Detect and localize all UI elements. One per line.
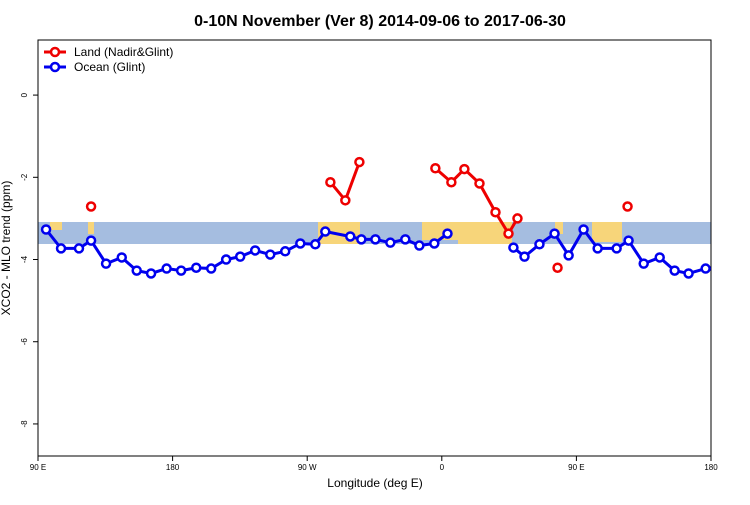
legend-marker (49, 46, 61, 58)
data-point (340, 195, 351, 206)
x-tick-label: 90 E (568, 463, 584, 472)
data-point (611, 243, 622, 254)
data-point (414, 240, 425, 251)
y-tick-label: -2 (20, 173, 29, 181)
data-point (325, 176, 336, 188)
data-point (205, 263, 217, 274)
data-point (73, 243, 85, 254)
data-point (700, 263, 711, 274)
data-point (446, 176, 457, 188)
data-point (234, 251, 246, 262)
y-axis-label: XCO2 - MLO trend (ppm) (0, 181, 13, 316)
plot-frame (37, 39, 712, 457)
data-point (55, 243, 67, 254)
data-point (512, 213, 523, 224)
data-point (310, 239, 321, 250)
data-point (638, 258, 649, 269)
data-point (430, 163, 441, 174)
data-point (370, 234, 381, 245)
data-point (474, 178, 485, 189)
data-point (508, 242, 519, 253)
data-point (279, 246, 291, 257)
data-point (549, 228, 560, 239)
x-tick-label: 180 (166, 463, 180, 472)
data-point (683, 268, 694, 279)
data-point (265, 249, 276, 260)
x-axis-label: Longitude (deg E) (327, 476, 422, 490)
legend-marker (49, 61, 61, 73)
data-point (40, 224, 52, 235)
data-point (442, 228, 453, 239)
data-point (356, 234, 367, 245)
x-tick-label: 0 (440, 463, 445, 472)
x-tick-label: 180 (704, 463, 718, 472)
data-point (116, 252, 128, 263)
data-point (85, 201, 97, 212)
data-point (85, 235, 97, 246)
data-point (190, 262, 202, 273)
data-point (519, 251, 530, 262)
data-point (534, 239, 545, 250)
data-point (563, 250, 574, 261)
data-point (429, 238, 440, 249)
data-point (385, 237, 396, 248)
data-point (345, 231, 356, 242)
data-point (354, 156, 365, 168)
data-point (145, 268, 157, 279)
x-tick-label: 90 E (30, 463, 46, 472)
data-point (490, 206, 501, 218)
legend-label: Ocean (Glint) (74, 60, 145, 74)
legend: Land (Nadir&Glint)Ocean (Glint) (44, 45, 173, 74)
data-point (295, 238, 306, 249)
data-point (175, 265, 187, 276)
data-point (220, 254, 232, 265)
legend-label: Land (Nadir&Glint) (74, 45, 173, 59)
y-tick-label: -6 (20, 338, 29, 346)
data-point (669, 265, 680, 276)
data-point (320, 226, 331, 237)
y-tick-label: -8 (20, 420, 29, 428)
data-point (249, 245, 261, 256)
data-point (161, 263, 172, 274)
y-tick-label: -4 (20, 255, 29, 263)
data-point (459, 163, 470, 175)
y-tick-label: 0 (20, 92, 29, 97)
data-point (552, 262, 563, 273)
data-point (131, 265, 142, 276)
chart-title: 0-10N November (Ver 8) 2014-09-06 to 201… (194, 13, 566, 30)
data-point (400, 234, 411, 245)
data-point (503, 228, 514, 239)
x-tick-label: 90 W (298, 463, 317, 472)
data-point (100, 258, 112, 269)
data-point (578, 224, 589, 235)
data-point (623, 235, 634, 246)
data-point (592, 243, 603, 254)
data-point (622, 201, 633, 212)
data-point (654, 252, 665, 263)
